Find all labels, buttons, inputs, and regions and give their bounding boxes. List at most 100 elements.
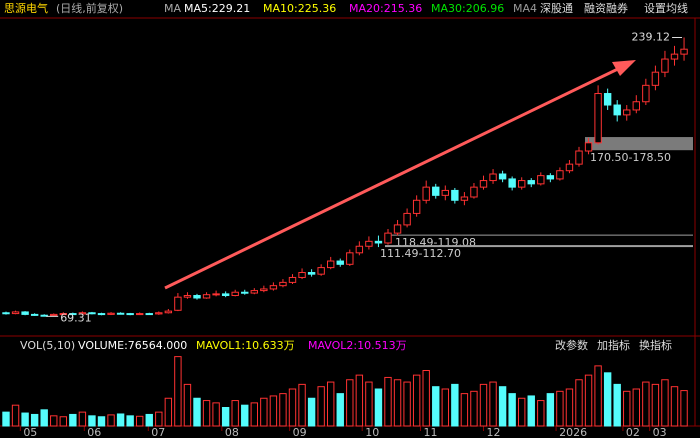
candle-body bbox=[116, 312, 125, 315]
candle-body bbox=[470, 186, 478, 198]
candle-body bbox=[355, 245, 364, 254]
volume-bar bbox=[88, 415, 96, 427]
arrow-shaft bbox=[164, 65, 623, 290]
candle-body bbox=[537, 175, 545, 185]
volume-bar bbox=[193, 397, 201, 427]
candle-body bbox=[680, 48, 688, 55]
legend-entry: MA20:215.36 bbox=[349, 2, 422, 15]
low-label: 69.31 bbox=[60, 311, 91, 324]
volume-bar bbox=[346, 379, 354, 427]
button[interactable]: 设置均线 bbox=[644, 1, 688, 15]
candle-body bbox=[441, 189, 450, 196]
volume-bar bbox=[479, 383, 488, 427]
period: (日线,前复权) bbox=[56, 1, 123, 15]
candle-body bbox=[327, 260, 335, 269]
button[interactable]: 加指标 bbox=[597, 338, 630, 352]
volume-bar bbox=[422, 370, 430, 427]
volume-bar bbox=[327, 381, 335, 427]
volume-bar bbox=[432, 386, 440, 427]
candle-body bbox=[642, 84, 650, 103]
x-tick-label: 2026 bbox=[559, 426, 587, 438]
button[interactable]: 改参数 bbox=[555, 338, 588, 352]
volume-bar bbox=[250, 402, 259, 427]
candle-body bbox=[136, 313, 144, 316]
candle-body bbox=[78, 312, 87, 315]
volume-bar bbox=[2, 411, 10, 427]
candle-body bbox=[174, 296, 182, 311]
volume-bar bbox=[642, 381, 650, 427]
candle-body bbox=[40, 314, 48, 317]
button[interactable]: 融资融券 bbox=[584, 1, 628, 15]
zone-label: 170.50-178.50 bbox=[590, 151, 671, 164]
volume-bar bbox=[470, 390, 478, 427]
volume-bar bbox=[202, 400, 211, 427]
candle-body bbox=[518, 180, 526, 188]
volume-bar bbox=[11, 404, 20, 427]
button[interactable]: 换指标 bbox=[639, 338, 672, 352]
candle-body bbox=[11, 311, 20, 315]
volume-bar bbox=[556, 390, 564, 427]
x-tick-label: 02 bbox=[626, 426, 640, 438]
volume-bar bbox=[374, 388, 383, 427]
volume-bar bbox=[40, 409, 48, 427]
candle-body bbox=[479, 180, 488, 188]
high-label: 239.12 bbox=[632, 31, 671, 44]
x-tick-label: 07 bbox=[151, 426, 165, 438]
candle-body bbox=[202, 294, 211, 299]
zone-label: 111.49-112.70 bbox=[380, 247, 461, 260]
volume-legend: MAVOL2:10.513万 bbox=[308, 339, 407, 352]
volume-bar bbox=[518, 397, 526, 427]
candle-body bbox=[279, 281, 287, 287]
volume-bar bbox=[260, 397, 268, 427]
candle-body bbox=[565, 163, 574, 172]
candle-body bbox=[498, 173, 507, 180]
volume-bar bbox=[651, 383, 660, 427]
button[interactable]: 深股通 bbox=[540, 2, 573, 15]
volume-bar bbox=[498, 386, 507, 427]
candle-body bbox=[422, 186, 430, 201]
candle-body bbox=[221, 293, 230, 297]
x-tick-label: 06 bbox=[87, 426, 101, 438]
volume-bar bbox=[307, 397, 316, 427]
candle-body bbox=[155, 312, 163, 315]
volume-bar bbox=[403, 381, 411, 427]
candle-body bbox=[97, 313, 106, 316]
volume-bar bbox=[365, 381, 373, 427]
arrow-head bbox=[612, 60, 636, 76]
volume-bar bbox=[613, 383, 621, 427]
candle-body bbox=[594, 93, 602, 144]
candle-body bbox=[451, 189, 459, 201]
candle-body bbox=[584, 142, 593, 152]
legend-entry: MA5:229.21 bbox=[184, 2, 250, 15]
volume-legend: MAVOL1:10.633万 bbox=[196, 339, 295, 352]
volume-bar bbox=[59, 416, 67, 427]
volume-bar bbox=[126, 415, 134, 427]
candle-body bbox=[231, 291, 239, 297]
volume-bar bbox=[30, 413, 39, 427]
candle-body bbox=[59, 313, 67, 316]
x-tick-label: 08 bbox=[225, 426, 239, 438]
candle-body bbox=[145, 313, 153, 316]
volume-bar bbox=[603, 372, 612, 427]
zone bbox=[385, 245, 693, 248]
volume-bar bbox=[78, 411, 87, 427]
volume-bar bbox=[174, 356, 182, 427]
legend-entry: MA10:225.36 bbox=[263, 2, 336, 15]
volume-bar bbox=[575, 379, 583, 427]
candle-body bbox=[661, 58, 669, 73]
candle-body bbox=[50, 313, 58, 317]
candle-body bbox=[69, 313, 77, 316]
volume-name: VOL(5,10) bbox=[20, 339, 75, 352]
candle-body bbox=[212, 293, 220, 296]
volume-bar bbox=[460, 393, 469, 427]
candle-body bbox=[346, 252, 354, 265]
stock-name: 思源电气 bbox=[4, 1, 48, 15]
volume-bar bbox=[441, 388, 450, 427]
volume-bar bbox=[336, 393, 344, 427]
volume-bar bbox=[269, 395, 278, 427]
x-tick-label: 09 bbox=[293, 426, 307, 438]
volume-bar bbox=[298, 383, 306, 427]
volume-bar bbox=[155, 411, 163, 427]
